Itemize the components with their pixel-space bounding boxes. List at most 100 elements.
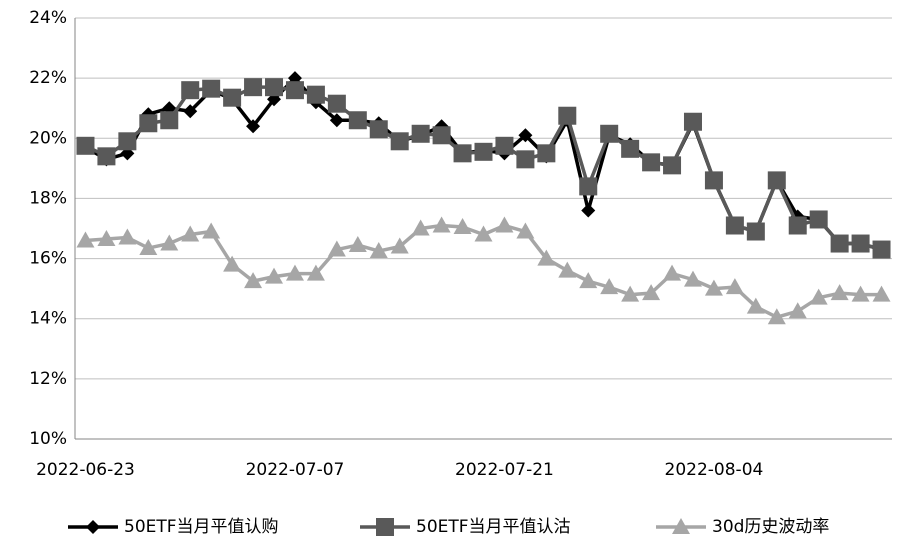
legend-label: 50ETF当月平值认购 [124, 517, 279, 537]
marker [558, 261, 577, 278]
legend-label: 50ETF当月平值认沽 [416, 517, 571, 537]
marker [327, 240, 346, 257]
marker [139, 239, 158, 256]
marker [809, 210, 828, 229]
marker [348, 236, 367, 253]
marker [581, 203, 596, 218]
marker [376, 518, 394, 536]
legend-label: 30d历史波动率 [712, 517, 829, 537]
marker [495, 136, 514, 155]
marker [872, 240, 891, 259]
marker [285, 264, 304, 281]
marker [432, 126, 451, 145]
marker [537, 144, 556, 163]
marker [390, 132, 409, 151]
marker [369, 242, 388, 259]
y-tick-label: 18% [29, 188, 67, 208]
marker [474, 225, 493, 242]
y-tick-label: 12% [29, 369, 67, 389]
marker [872, 285, 891, 302]
marker [704, 279, 723, 296]
y-tick-label: 22% [29, 68, 67, 88]
marker [432, 216, 451, 233]
marker [642, 153, 661, 172]
marker [663, 264, 682, 281]
marker [329, 113, 344, 128]
marker [348, 111, 367, 130]
marker [160, 111, 179, 130]
marker [160, 234, 179, 251]
marker [202, 222, 221, 239]
marker [516, 222, 535, 239]
marker [767, 308, 786, 325]
marker [579, 177, 598, 196]
marker [244, 78, 263, 97]
marker [223, 88, 242, 107]
marker [746, 297, 765, 314]
marker [181, 225, 200, 242]
marker [411, 219, 430, 236]
marker [306, 85, 325, 104]
marker [76, 231, 95, 248]
legend: 50ETF当月平值认购 50ETF当月平值认沽 30d历史波动率 [68, 517, 829, 537]
y-tick-label: 16% [29, 249, 67, 269]
marker [642, 284, 661, 301]
marker [851, 234, 870, 253]
marker [672, 518, 690, 534]
series [76, 216, 891, 325]
marker [809, 288, 828, 305]
marker [830, 284, 849, 301]
marker [746, 222, 765, 241]
marker [76, 136, 95, 155]
marker [518, 128, 533, 143]
marker [579, 272, 598, 289]
y-tick-label: 14% [29, 309, 67, 329]
x-tick-label: 2022-07-07 [246, 460, 345, 480]
marker [244, 272, 263, 289]
marker [704, 171, 723, 190]
marker [181, 81, 200, 100]
marker [725, 278, 744, 295]
marker [265, 78, 284, 97]
marker [621, 139, 640, 158]
marker [369, 120, 388, 139]
marker [97, 230, 116, 247]
marker [139, 114, 158, 133]
marker [767, 171, 786, 190]
marker [118, 132, 137, 151]
marker [411, 124, 430, 143]
marker [621, 285, 640, 302]
y-tick-label: 24% [29, 8, 67, 28]
marker [390, 237, 409, 254]
marker [285, 81, 304, 100]
marker [306, 264, 325, 281]
marker [600, 124, 619, 143]
marker [495, 216, 514, 233]
marker [474, 142, 493, 161]
x-tick-label: 2022-06-23 [36, 460, 135, 480]
marker [516, 150, 535, 169]
marker [788, 302, 807, 319]
marker [851, 285, 870, 302]
marker [265, 267, 284, 284]
marker [663, 156, 682, 175]
marker [223, 255, 242, 272]
marker [327, 94, 346, 113]
marker [246, 119, 261, 134]
marker [683, 270, 702, 287]
x-tick-label: 2022-08-04 [665, 460, 764, 480]
marker [683, 112, 702, 131]
marker [118, 228, 137, 245]
marker [537, 249, 556, 266]
marker [453, 217, 472, 234]
series [76, 78, 891, 259]
marker [453, 144, 472, 163]
marker [202, 79, 221, 98]
y-tick-label: 20% [29, 128, 67, 148]
marker [97, 147, 116, 166]
marker [788, 216, 807, 235]
marker [830, 234, 849, 253]
marker [725, 216, 744, 235]
